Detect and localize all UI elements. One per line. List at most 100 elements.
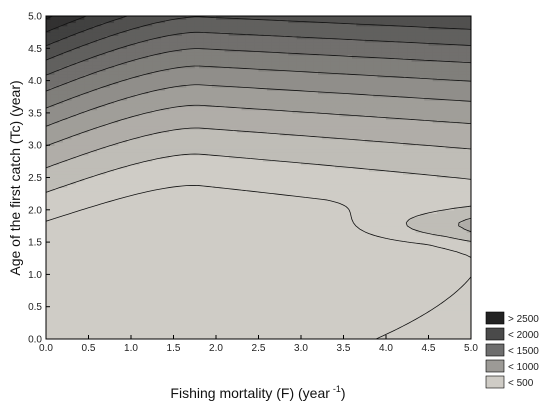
contour-band-cell — [241, 167, 247, 172]
contour-band-cell — [292, 96, 298, 101]
contour-band-cell — [339, 87, 345, 91]
contour-band-cell — [75, 61, 81, 66]
contour-band-cell — [67, 132, 73, 137]
contour-band-cell — [441, 109, 447, 114]
contour-band-cell — [441, 235, 447, 240]
contour-band-cell — [356, 57, 362, 62]
contour-band-cell — [54, 80, 60, 85]
contour-band-cell — [101, 190, 107, 195]
contour-band-cell — [216, 70, 221, 75]
contour-band-cell — [445, 332, 451, 337]
contour-band-cell — [267, 74, 272, 78]
contour-band-cell — [63, 70, 68, 75]
contour-band-cell — [458, 167, 464, 172]
contour-band-cell — [466, 332, 471, 337]
contour-band-cell — [296, 183, 302, 188]
contour-band-cell — [186, 57, 192, 62]
contour-band-cell — [343, 132, 349, 137]
contour-band-cell — [271, 167, 277, 172]
contour-band-cell — [424, 213, 430, 217]
contour-band-cell — [135, 96, 141, 101]
contour-band-cell — [122, 87, 128, 91]
contour-band-cell — [424, 235, 430, 240]
contour-band-cell — [114, 70, 119, 75]
contour-band-cell — [245, 64, 251, 69]
contour-band-cell — [330, 135, 336, 140]
contour-band-cell — [131, 167, 136, 172]
contour-band-cell — [394, 213, 400, 217]
contour-band-cell — [466, 242, 471, 246]
contour-band-cell — [207, 125, 213, 130]
contour-band-cell — [50, 61, 56, 66]
contour-band-cell — [288, 61, 294, 66]
contour-band-cell — [105, 193, 111, 198]
contour-band-cell — [411, 154, 417, 159]
contour-band-cell — [186, 122, 192, 127]
contour-band-cell — [245, 177, 251, 182]
contour-band-cell — [330, 125, 336, 130]
contour-band-cell — [296, 190, 302, 195]
contour-band-cell — [216, 93, 221, 98]
contour-band-cell — [80, 90, 85, 95]
contour-band-cell — [143, 109, 149, 114]
contour-band-cell — [411, 119, 417, 124]
contour-band-cell — [88, 83, 94, 88]
contour-band-cell — [373, 193, 379, 198]
contour-band-cell — [160, 125, 166, 130]
contour-band-cell — [415, 196, 421, 201]
contour-band-cell — [80, 148, 85, 153]
contour-band-cell — [228, 174, 234, 179]
contour-band-cell — [169, 177, 175, 182]
contour-band-cell — [449, 309, 455, 314]
contour-band-cell — [398, 83, 404, 88]
contour-band-cell — [152, 167, 158, 172]
contour-band-cell — [97, 164, 102, 169]
contour-band-cell — [330, 158, 336, 162]
contour-band-cell — [381, 206, 387, 211]
contour-band-cell — [279, 87, 285, 91]
contour-band-cell — [335, 67, 340, 72]
contour-band-cell — [118, 80, 124, 85]
contour-band-cell — [71, 203, 77, 208]
contour-band-cell — [203, 167, 209, 172]
contour-band-cell — [301, 106, 306, 111]
contour-band-cell — [139, 93, 145, 98]
contour-band-cell — [441, 222, 447, 227]
contour-band-cell — [318, 180, 323, 185]
contour-band-cell — [458, 332, 464, 337]
contour-band-cell — [97, 67, 102, 72]
contour-band-cell — [373, 177, 379, 182]
contour-band-cell — [296, 138, 302, 143]
contour-band-cell — [445, 99, 451, 104]
contour-band-cell — [381, 213, 387, 217]
contour-band-cell — [318, 161, 323, 166]
contour-band-cell — [160, 103, 166, 108]
contour-band-cell — [449, 293, 455, 298]
contour-band-cell — [101, 106, 107, 111]
contour-band-cell — [305, 119, 311, 124]
contour-band-cell — [160, 129, 166, 133]
contour-band-cell — [109, 87, 115, 91]
contour-band-cell — [420, 80, 425, 85]
contour-band-cell — [63, 177, 68, 182]
contour-band-cell — [381, 132, 387, 137]
contour-band-cell — [233, 138, 238, 143]
contour-band-cell — [296, 57, 302, 62]
contour-band-cell — [80, 87, 85, 91]
contour-band-cell — [258, 54, 264, 59]
contour-band-cell — [80, 119, 85, 124]
contour-band-cell — [326, 132, 332, 137]
contour-band-cell — [437, 180, 442, 185]
contour-band-cell — [275, 67, 281, 72]
contour-band-cell — [228, 148, 234, 153]
contour-band-cell — [254, 93, 260, 98]
contour-band-cell — [54, 203, 60, 208]
contour-band-cell — [190, 54, 196, 59]
contour-band-cell — [186, 151, 192, 156]
contour-band-cell — [373, 61, 379, 66]
contour-band-cell — [335, 64, 340, 69]
contour-band-cell — [454, 196, 459, 201]
contour-band-cell — [203, 67, 209, 72]
contour-band-cell — [54, 151, 60, 156]
contour-band-cell — [462, 219, 468, 224]
